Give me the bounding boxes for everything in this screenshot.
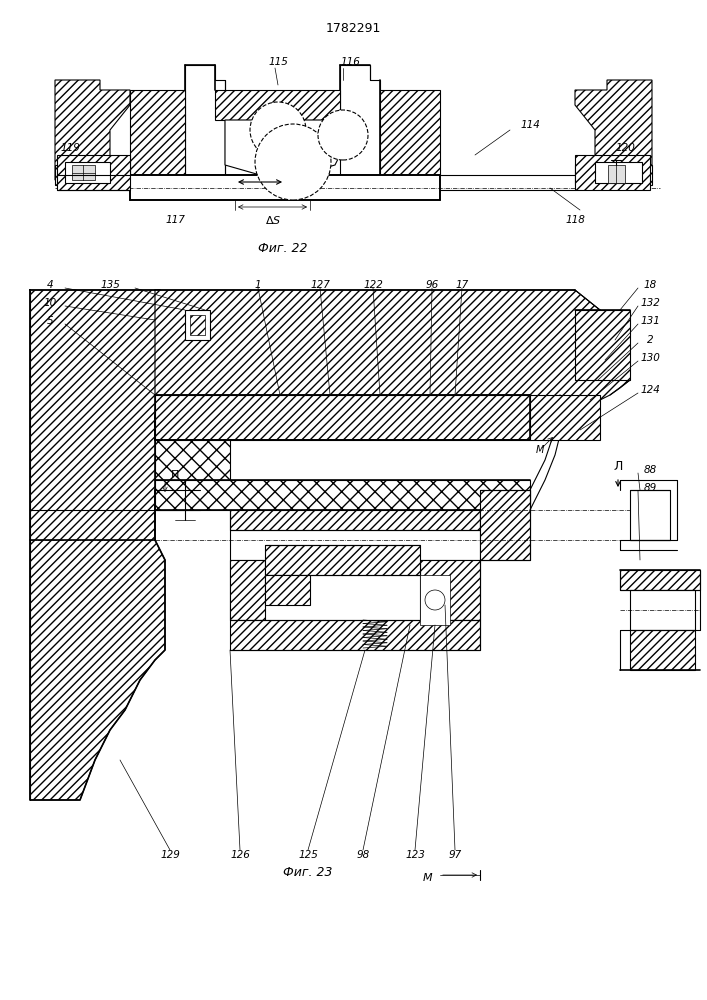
Polygon shape [420,575,450,625]
Polygon shape [575,155,650,190]
Text: 5: 5 [47,316,53,326]
Polygon shape [155,440,230,480]
Text: 131: 131 [640,316,660,326]
Polygon shape [630,590,695,630]
Text: 1: 1 [255,280,262,290]
Polygon shape [230,560,265,620]
Text: $\Delta S$: $\Delta S$ [265,214,281,226]
Text: M: M [536,445,544,455]
Text: 1782291: 1782291 [325,21,380,34]
Circle shape [318,110,368,160]
Polygon shape [530,395,600,440]
Polygon shape [130,175,440,200]
Text: 130: 130 [640,353,660,363]
Text: 115: 115 [268,57,288,67]
Text: 124: 124 [640,385,660,395]
Text: 123: 123 [405,850,425,860]
Text: 18: 18 [643,280,657,290]
Polygon shape [190,315,205,335]
Text: Л: Л [613,460,623,474]
Text: 117: 117 [165,215,185,225]
Circle shape [250,102,306,158]
Polygon shape [575,165,652,185]
Text: 132: 132 [640,298,660,308]
Polygon shape [30,290,200,800]
Text: 114: 114 [520,120,540,130]
Text: 119: 119 [60,143,80,153]
Polygon shape [55,80,130,180]
Polygon shape [185,310,210,340]
Text: 98: 98 [356,850,370,860]
Polygon shape [65,162,110,183]
Polygon shape [130,90,185,175]
Text: 4: 4 [47,280,53,290]
Polygon shape [265,545,420,575]
Polygon shape [620,570,700,590]
Polygon shape [55,165,130,185]
Circle shape [425,590,445,610]
Text: 2: 2 [647,335,653,345]
Text: 118: 118 [565,215,585,225]
Polygon shape [57,155,130,190]
Polygon shape [575,80,652,180]
Text: 97: 97 [448,850,462,860]
Polygon shape [72,165,95,180]
Polygon shape [265,575,310,605]
Polygon shape [595,162,642,183]
Polygon shape [185,65,225,175]
Polygon shape [630,630,695,670]
Text: 127: 127 [310,280,330,290]
Text: П: П [171,470,179,480]
Text: 122: 122 [363,280,383,290]
Polygon shape [230,620,480,650]
Text: Фиг. 23: Фиг. 23 [284,866,333,880]
Text: 120: 120 [615,143,635,153]
Text: 89: 89 [643,483,657,493]
Polygon shape [155,395,530,440]
Polygon shape [420,560,480,620]
Text: Фиг. 22: Фиг. 22 [258,241,308,254]
Text: 96: 96 [426,280,438,290]
Polygon shape [480,490,530,560]
Polygon shape [608,165,625,183]
Polygon shape [380,90,440,175]
Text: 116: 116 [340,57,360,67]
Text: 126: 126 [230,850,250,860]
Text: 10: 10 [43,298,57,308]
Polygon shape [225,120,340,175]
Circle shape [255,124,331,200]
Polygon shape [575,310,630,380]
Text: M: M [423,873,433,883]
Text: 135: 135 [100,280,120,290]
Text: 17: 17 [455,280,469,290]
Text: 125: 125 [298,850,318,860]
Text: 88: 88 [643,465,657,475]
Polygon shape [155,290,630,405]
Polygon shape [630,490,670,540]
Polygon shape [215,90,340,120]
Polygon shape [155,480,530,510]
Polygon shape [340,65,380,175]
Text: 129: 129 [160,850,180,860]
Polygon shape [230,510,480,530]
